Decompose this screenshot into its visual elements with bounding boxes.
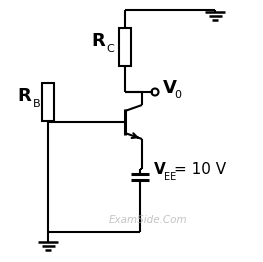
Text: B: B [32, 99, 40, 109]
Bar [42, 83, 54, 121]
Text: EE: EE [164, 172, 176, 182]
Text: R: R [91, 32, 105, 50]
Bar [119, 28, 131, 66]
Text: C: C [106, 44, 114, 54]
Text: V: V [163, 79, 177, 97]
Text: R: R [17, 87, 31, 105]
Text: ExamSide.Com: ExamSide.Com [109, 215, 187, 225]
Text: = 10 V: = 10 V [174, 162, 226, 177]
Text: 0: 0 [174, 90, 181, 100]
Text: V: V [154, 162, 166, 177]
